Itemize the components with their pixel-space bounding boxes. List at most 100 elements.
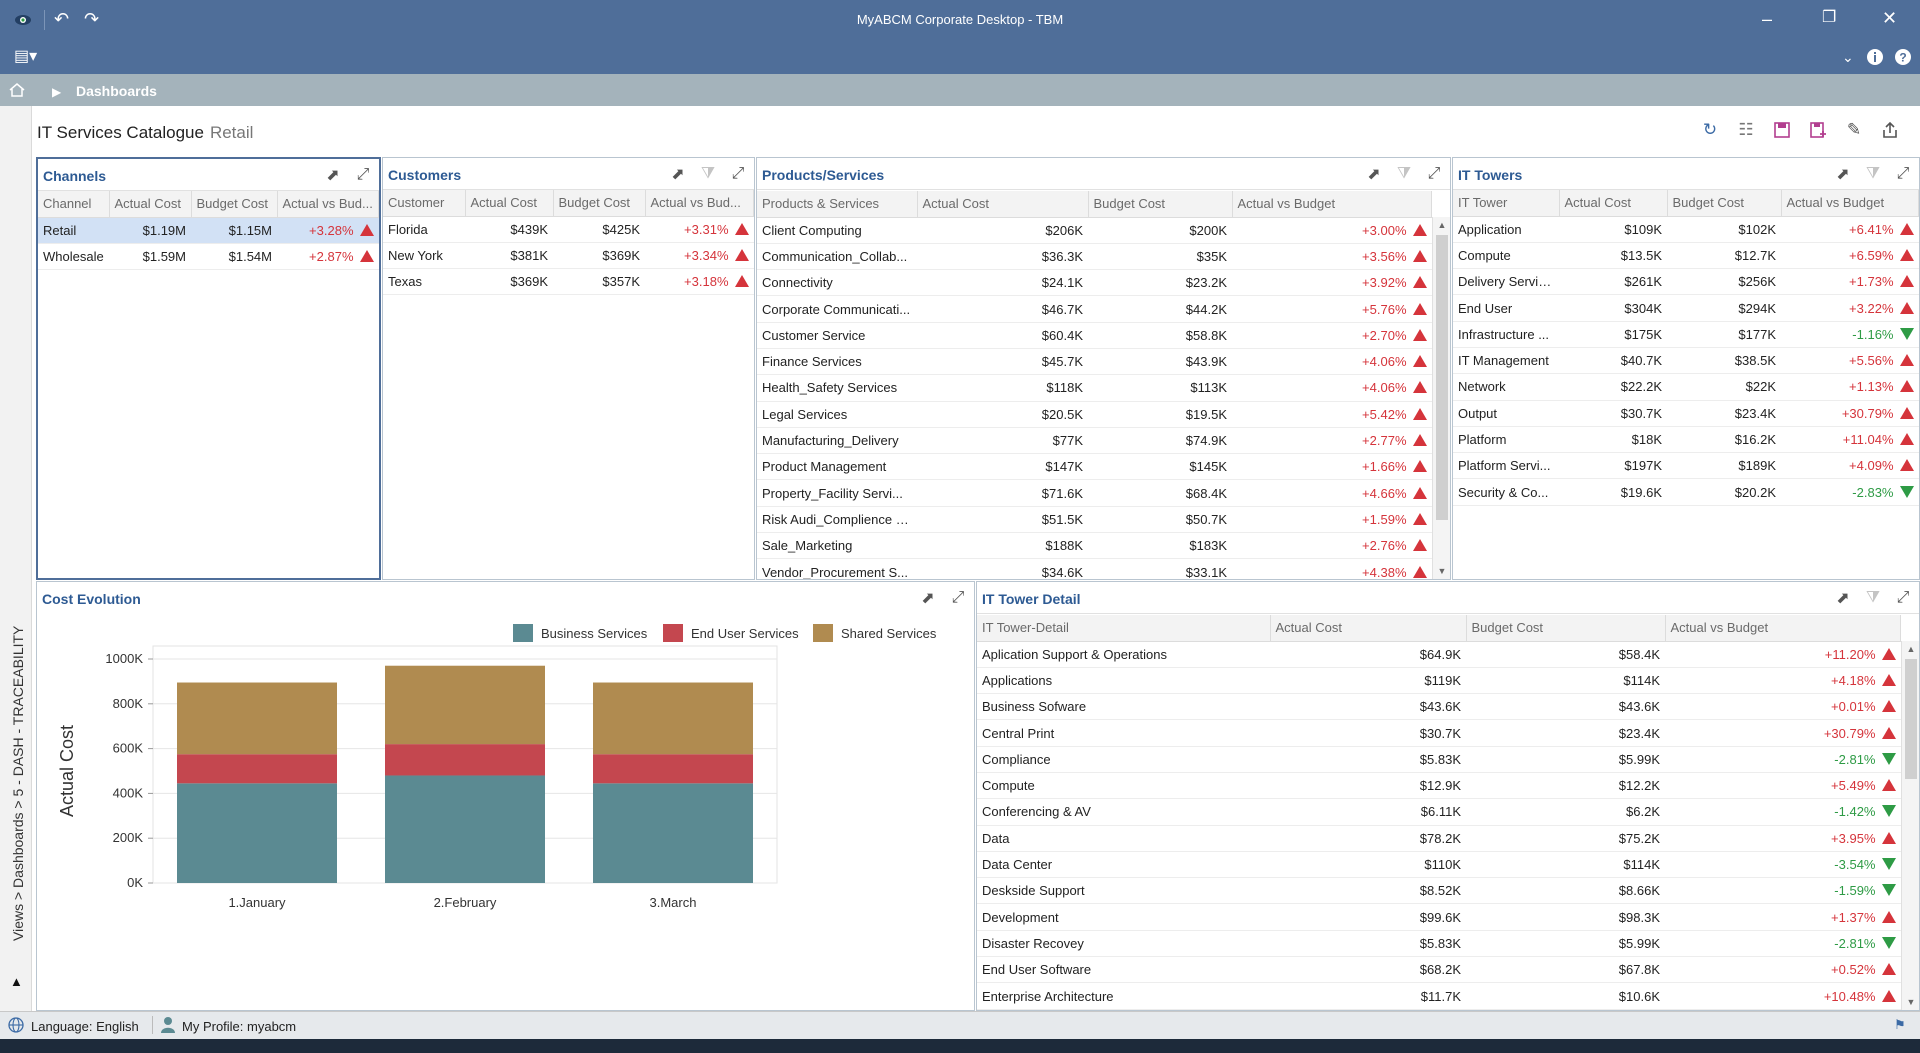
table-row[interactable]: Risk Audi_Complience S... $51.5K $50.7K +1.… xyxy=(757,506,1432,534)
table-row[interactable]: Texas $369K $357K +3.18% xyxy=(383,268,754,296)
help-icon[interactable]: ? xyxy=(1894,48,1912,69)
column-header[interactable]: Actual vs Budget xyxy=(1781,190,1919,217)
column-header[interactable]: Budget Cost xyxy=(1667,190,1782,217)
table-row[interactable]: Platform $18K $16.2K +11.04% xyxy=(1453,426,1919,454)
maximize-icon[interactable]: ⤢ xyxy=(1427,165,1441,182)
save-icon[interactable] xyxy=(1770,118,1794,142)
table-row[interactable]: Sale_Marketing $188K $183K +2.76% xyxy=(757,532,1432,560)
maximize-icon[interactable]: ⤢ xyxy=(356,166,370,183)
column-header[interactable]: Actual vs Bud... xyxy=(277,191,379,218)
table-row[interactable]: Infrastructure ... $175K $177K -1.16% xyxy=(1453,321,1919,348)
clear-filter-icon[interactable]: ⧩ xyxy=(1865,589,1881,606)
table-row[interactable]: Conferencing & AV $6.11K $6.2K -1.42% xyxy=(977,798,1901,826)
column-header[interactable]: IT Tower-Detail xyxy=(977,615,1271,642)
table-row[interactable]: New York $381K $369K +3.34% xyxy=(383,242,754,270)
table-row[interactable]: Product Management $147K $145K +1.66% xyxy=(757,453,1432,481)
save-as-icon[interactable] xyxy=(1806,118,1830,142)
profile-status[interactable]: My Profile: myabcm xyxy=(182,1019,297,1034)
table-row[interactable]: Security & Co... $19.6K $20.2K -2.83% xyxy=(1453,478,1919,506)
home-icon[interactable] xyxy=(8,81,26,102)
scroll-down-icon[interactable]: ▼ xyxy=(1906,997,1916,1007)
table-row[interactable]: Development $99.6K $98.3K +1.37% xyxy=(977,903,1901,931)
export-icon[interactable]: ⬈ xyxy=(671,166,685,183)
column-header[interactable]: Actual vs Budget xyxy=(1232,191,1432,218)
column-header[interactable]: Budget Cost xyxy=(1088,191,1233,218)
table-row[interactable]: Application $109K $102K +6.41% xyxy=(1453,216,1919,243)
table-row[interactable]: Data $78.2K $75.2K +3.95% xyxy=(977,825,1901,852)
scroll-thumb[interactable] xyxy=(1905,659,1917,779)
expand-up-icon[interactable]: ▲ xyxy=(10,974,23,989)
undo-icon[interactable]: ↶ xyxy=(54,9,70,29)
flag-icon[interactable]: ⚑ xyxy=(1894,1017,1906,1032)
table-row[interactable]: Output $30.7K $23.4K +30.79% xyxy=(1453,400,1919,427)
detail-scrollbar[interactable]: ▲ ▼ xyxy=(1901,641,1919,1010)
table-row[interactable]: Delivery Servic... $261K $256K +1.73% xyxy=(1453,268,1919,296)
products-scrollbar[interactable]: ▲ ▼ xyxy=(1432,217,1450,579)
panel-toggle-icon[interactable]: ▤▾ xyxy=(14,48,38,65)
collapse-ribbon-icon[interactable]: ⌄ xyxy=(1842,49,1854,65)
table-row[interactable]: Health_Safety Services $118K $113K +4.06% xyxy=(757,374,1432,402)
export-icon[interactable]: ⬈ xyxy=(1367,166,1381,183)
table-row[interactable]: Compliance $5.83K $5.99K -2.81% xyxy=(977,746,1901,773)
table-row[interactable]: Network $22.2K $22K +1.13% xyxy=(1453,373,1919,401)
scroll-up-icon[interactable]: ▲ xyxy=(1906,644,1916,654)
export-icon[interactable]: ⬈ xyxy=(921,590,935,607)
clear-filter-icon[interactable]: ⧩ xyxy=(1865,165,1881,182)
table-row[interactable]: Central Print $30.7K $23.4K +30.79% xyxy=(977,719,1901,747)
column-header[interactable]: Channel xyxy=(38,191,110,218)
clear-filter-icon[interactable]: ⧩ xyxy=(700,165,716,182)
column-header[interactable]: Actual Cost xyxy=(465,190,554,217)
grid-icon[interactable]: ☷ xyxy=(1738,120,1754,139)
column-header[interactable]: IT Tower xyxy=(1453,190,1560,217)
table-row[interactable]: Enterprise Architecture $11.7K $10.6K +10.4… xyxy=(977,982,1901,1010)
refresh-icon[interactable]: ↻ xyxy=(1702,120,1718,139)
table-row[interactable]: End User Software $68.2K $67.8K +0.52% xyxy=(977,956,1901,984)
scroll-down-icon[interactable]: ▼ xyxy=(1437,566,1447,576)
column-header[interactable]: Products & Services xyxy=(757,191,918,218)
table-row[interactable]: Customer Service $60.4K $58.8K +2.70% xyxy=(757,322,1432,349)
maximize-icon[interactable]: ⤢ xyxy=(1896,165,1910,182)
table-row[interactable]: Florida $439K $425K +3.31% xyxy=(383,216,754,243)
column-header[interactable]: Actual Cost xyxy=(917,191,1089,218)
column-header[interactable]: Actual vs Bud... xyxy=(645,190,754,217)
table-row[interactable]: Property_Facility Servi... $71.6K $68.4K +4… xyxy=(757,479,1432,507)
table-row[interactable]: End User $304K $294K +3.22% xyxy=(1453,294,1919,322)
edit-icon[interactable]: ✎ xyxy=(1846,120,1862,139)
table-row[interactable]: Data Center $110K $114K -3.54% xyxy=(977,851,1901,879)
column-header[interactable]: Customer xyxy=(383,190,466,217)
scroll-thumb[interactable] xyxy=(1436,235,1448,520)
table-row[interactable]: Retail $1.19M $1.15M +3.28% xyxy=(38,217,379,244)
breadcrumb[interactable]: Dashboards xyxy=(76,83,157,99)
column-header[interactable]: Budget Cost xyxy=(191,191,278,218)
column-header[interactable]: Actual vs Budget xyxy=(1665,615,1901,642)
table-row[interactable]: Client Computing $206K $200K +3.00% xyxy=(757,217,1432,244)
language-status[interactable]: Language: English xyxy=(31,1019,139,1034)
column-header[interactable]: Actual Cost xyxy=(109,191,192,218)
clear-filter-icon[interactable]: ⧩ xyxy=(1396,165,1412,182)
column-header[interactable]: Actual Cost xyxy=(1270,615,1467,642)
restore-icon[interactable]: ❐ xyxy=(1822,9,1837,26)
table-row[interactable]: Compute $13.5K $12.7K +6.59% xyxy=(1453,242,1919,270)
table-row[interactable]: Business Sofware $43.6K $43.6K +0.01% xyxy=(977,693,1901,721)
export-icon[interactable] xyxy=(1878,118,1902,142)
table-row[interactable]: Disaster Recovey $5.83K $5.99K -2.81% xyxy=(977,930,1901,958)
table-row[interactable]: Deskside Support $8.52K $8.66K -1.59% xyxy=(977,877,1901,905)
export-icon[interactable]: ⬈ xyxy=(326,167,340,184)
table-row[interactable]: Legal Services $20.5K $19.5K +5.42% xyxy=(757,401,1432,428)
table-row[interactable]: Connectivity $24.1K $23.2K +3.92% xyxy=(757,269,1432,297)
column-header[interactable]: Budget Cost xyxy=(1466,615,1666,642)
table-row[interactable]: Platform Servi... $197K $189K +4.09% xyxy=(1453,452,1919,480)
export-icon[interactable]: ⬈ xyxy=(1836,166,1850,183)
table-row[interactable]: IT Management $40.7K $38.5K +5.56% xyxy=(1453,347,1919,375)
column-header[interactable]: Actual Cost xyxy=(1559,190,1668,217)
close-icon[interactable]: ✕ xyxy=(1882,8,1898,28)
table-row[interactable]: Communication_Collab... $36.3K $35K +3.56% xyxy=(757,243,1432,271)
redo-icon[interactable]: ↷ xyxy=(84,9,100,29)
table-row[interactable]: Applications $119K $114K +4.18% xyxy=(977,667,1901,695)
info-icon[interactable] xyxy=(1866,48,1884,69)
maximize-icon[interactable]: ⤢ xyxy=(951,589,965,606)
table-row[interactable]: Aplication Support & Operations $64.9K $58… xyxy=(977,641,1901,668)
export-icon[interactable]: ⬈ xyxy=(1836,590,1850,607)
table-row[interactable]: Compute $12.9K $12.2K +5.49% xyxy=(977,772,1901,800)
table-row[interactable]: Finance Services $45.7K $43.9K +4.06% xyxy=(757,348,1432,376)
